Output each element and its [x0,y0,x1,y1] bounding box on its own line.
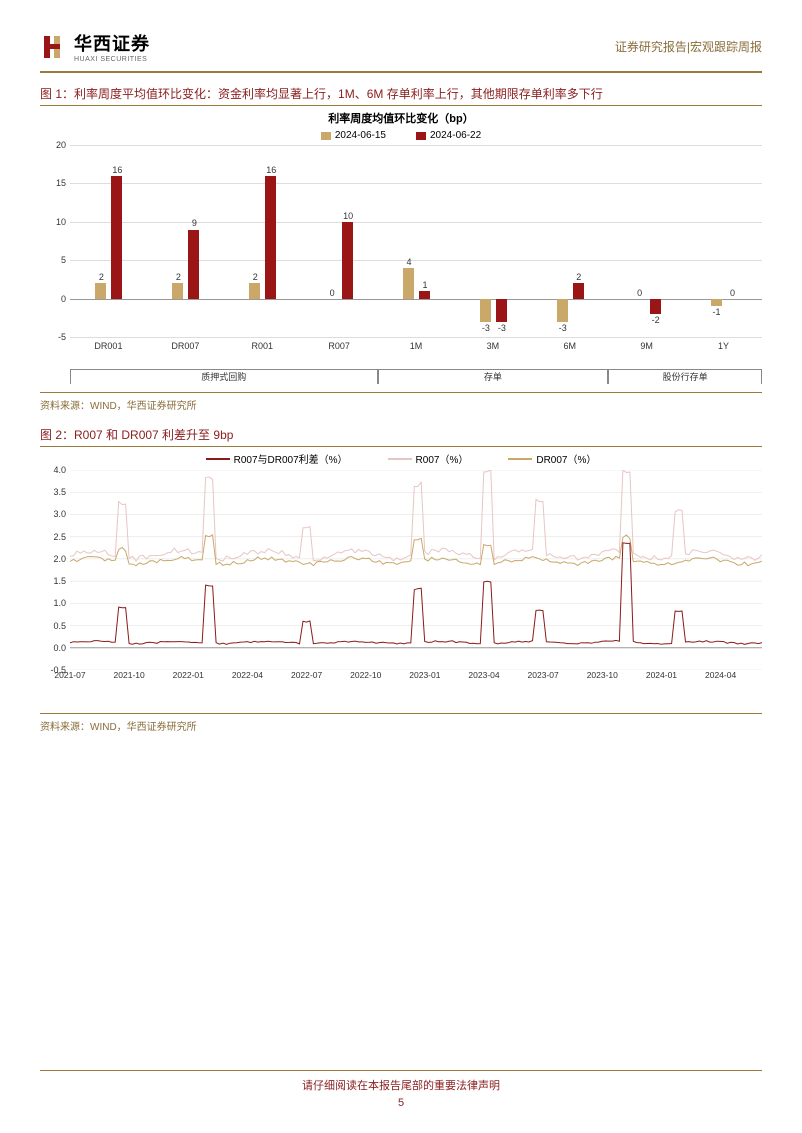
figure-1-source: 资料来源：WIND，华西证券研究所 [40,397,762,412]
legend-line [388,458,412,460]
legend-line [508,458,532,460]
figure-2-source: 资料来源：WIND，华西证券研究所 [40,718,762,733]
chart2-legend: R007与DR007利差（%） R007（%） DR007（%） [40,451,762,466]
header-right-text: 证券研究报告|宏观跟踪周报 [615,38,762,55]
figure-1: 利率周度均值环比变化（bp） 2024-06-15 2024-06-22 -50… [40,110,762,393]
figure-1-title: 图 1：利率周度平均值环比变化：资金利率均显著上行，1M、6M 存单利率上行，其… [40,85,762,106]
page-header: 华西证券 HUAXI SECURITIES 证券研究报告|宏观跟踪周报 [40,30,762,73]
logo-icon [40,32,70,62]
page-number: 5 [0,1097,802,1109]
chart2-plot: -0.50.00.51.01.52.02.53.03.54.0 2021-072… [70,470,762,685]
footer-text: 请仔细阅读在本报告尾部的重要法律声明 [0,1077,802,1093]
chart1-legend: 2024-06-15 2024-06-22 [40,130,762,141]
logo-text-en: HUAXI SECURITIES [74,56,150,63]
logo-text-cn: 华西证券 [74,30,150,56]
page-footer: 请仔细阅读在本报告尾部的重要法律声明 5 [0,1070,802,1109]
legend-swatch [321,132,331,140]
chart1-plot: -505101520 216DR00129DR007216R001010R007… [70,145,762,355]
figure-2: R007与DR007利差（%） R007（%） DR007（%） -0.50.0… [40,451,762,714]
legend-swatch [416,132,426,140]
legend-line [206,458,230,460]
chart1-title: 利率周度均值环比变化（bp） [40,110,762,126]
logo: 华西证券 HUAXI SECURITIES [40,30,150,63]
figure-2-title: 图 2：R007 和 DR007 利差升至 9bp [40,426,762,447]
